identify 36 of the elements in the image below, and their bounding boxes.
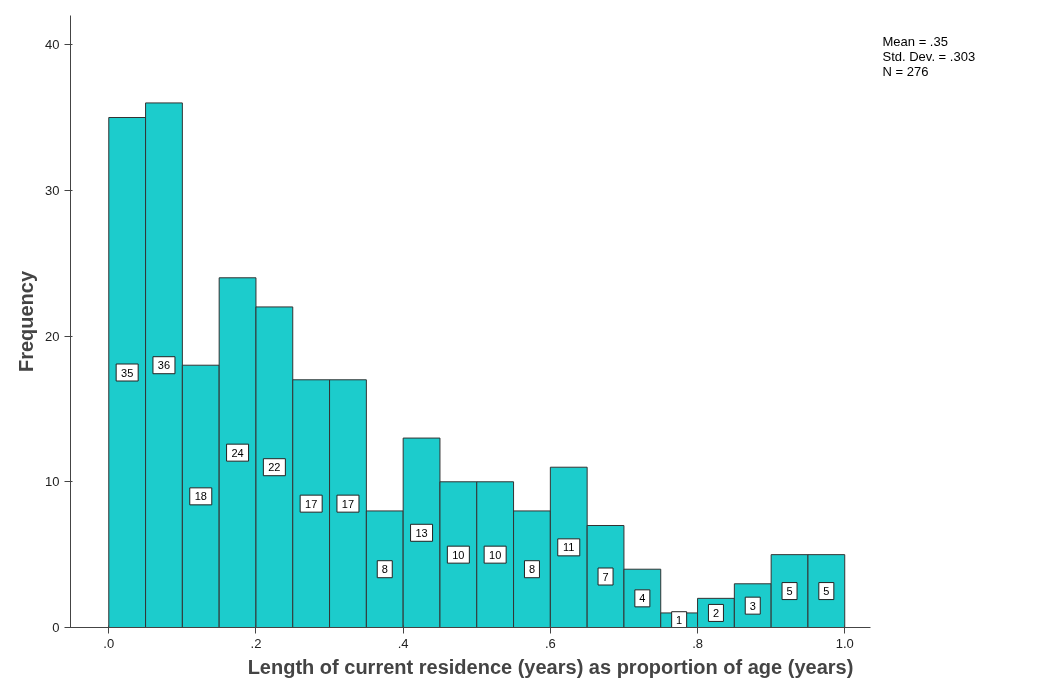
data-label: 3: [749, 599, 756, 612]
data-label: 35: [121, 366, 134, 379]
x-tick-label: .6: [544, 635, 556, 651]
data-label: 4: [639, 592, 646, 605]
data-label: 22: [268, 461, 281, 474]
data-label: 24: [231, 446, 244, 459]
y-tick-label: 0: [52, 620, 60, 635]
text: Std. Dev. = .303: [882, 48, 976, 64]
text: Mean = .35: [882, 33, 948, 49]
data-label: 1: [676, 614, 683, 627]
data-label: 36: [157, 359, 171, 372]
data-label: 17: [341, 497, 355, 510]
x-axis-title: Length of current residence (years) as proportion of age (years): [247, 655, 854, 678]
x-tick-label: .8: [692, 635, 703, 651]
data-label: 8: [381, 563, 388, 576]
y-axis-title: Frequency: [15, 270, 38, 373]
data-label: 18: [194, 490, 207, 503]
data-label: 11: [563, 541, 575, 554]
text: N = 276: [882, 63, 929, 79]
y-tick-label: 40: [45, 37, 60, 53]
data-label: 10: [452, 548, 465, 561]
x-tick-label: .4: [397, 635, 409, 651]
y-tick-label: 10: [45, 474, 60, 490]
data-label: 5: [823, 585, 830, 598]
data-label: 5: [786, 585, 793, 598]
data-label: 13: [415, 526, 428, 539]
data-label: 17: [305, 497, 318, 510]
x-tick-label: .0: [103, 635, 115, 651]
data-label: 8: [528, 563, 536, 576]
x-tick-label: .2: [250, 635, 262, 651]
y-tick-label: 30: [45, 182, 60, 198]
x-tick-label: 1.0: [835, 635, 854, 651]
data-label: 10: [489, 548, 502, 561]
data-label: 2: [712, 606, 720, 619]
data-label: 7: [602, 570, 609, 583]
y-tick-label: 20: [45, 328, 60, 344]
